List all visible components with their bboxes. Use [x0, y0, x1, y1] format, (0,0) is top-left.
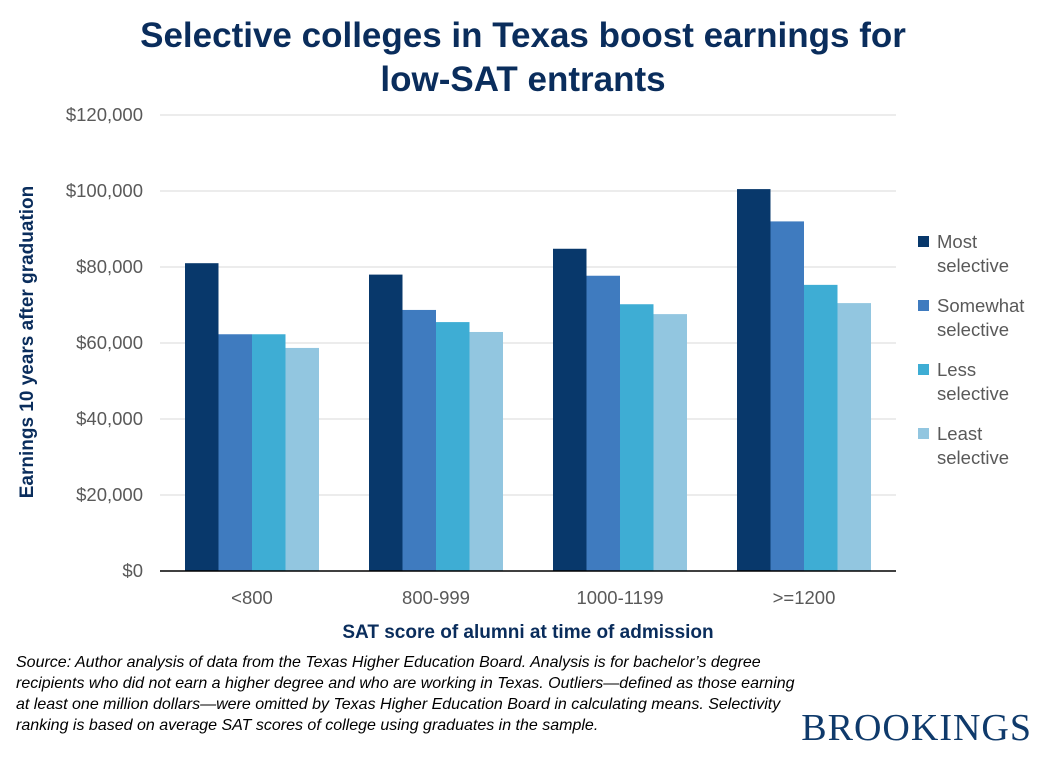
bar: [837, 303, 871, 571]
bar: [469, 331, 503, 571]
chart-legend: Most selective Somewhat selective Less s…: [918, 230, 1046, 486]
bar: [804, 284, 838, 571]
legend-item-least-selective: Least selective: [918, 422, 1046, 486]
bar: [620, 304, 654, 571]
x-tick-label: >=1200: [773, 587, 836, 608]
y-tick-label: $100,000: [66, 180, 143, 201]
bar: [402, 309, 436, 571]
legend-swatch-least-selective: [918, 428, 929, 439]
x-tick-label: 800-999: [402, 587, 470, 608]
bar: [285, 347, 319, 571]
bar: [369, 274, 403, 571]
y-tick-label: $80,000: [76, 256, 143, 277]
bar: [653, 314, 687, 571]
y-tick-label: $0: [122, 560, 143, 581]
y-tick-label: $120,000: [66, 104, 143, 125]
legend-swatch-less-selective: [918, 364, 929, 375]
bar: [586, 275, 620, 571]
chart-title-line-1: Selective colleges in Texas boost earnin…: [140, 16, 906, 55]
x-tick-label: 1000-1199: [576, 587, 663, 608]
y-tick-label: $40,000: [76, 408, 143, 429]
legend-label-less-selective: Less selective: [937, 359, 1009, 404]
bar: [252, 334, 286, 571]
y-tick-label: $20,000: [76, 484, 143, 505]
bar: [553, 248, 587, 571]
bar: [436, 322, 470, 571]
legend-item-most-selective: Most selective: [918, 230, 1046, 294]
brookings-logo: BROOKINGS: [801, 707, 1032, 749]
legend-label-least-selective: Least selective: [937, 423, 1009, 468]
x-axis-title: SAT score of alumni at time of admission: [342, 622, 713, 643]
chart-title: Selective colleges in Texas boost earnin…: [0, 14, 1046, 102]
y-tick-label: $60,000: [76, 332, 143, 353]
legend-label-most-selective: Most selective: [937, 231, 1009, 276]
legend-item-somewhat-selective: Somewhat selective: [918, 294, 1046, 358]
chart-title-line-2: low-SAT entrants: [380, 60, 666, 99]
bar: [737, 189, 771, 571]
bar: [218, 334, 252, 571]
bar: [185, 263, 219, 571]
x-tick-label: <800: [231, 587, 273, 608]
source-note: Source: Author analysis of data from the…: [16, 654, 795, 734]
legend-swatch-most-selective: [918, 236, 929, 247]
legend-swatch-somewhat-selective: [918, 300, 929, 311]
bar: [770, 221, 804, 571]
legend-item-less-selective: Less selective: [918, 358, 1046, 422]
legend-label-somewhat-selective: Somewhat selective: [937, 295, 1025, 340]
y-axis-title: Earnings 10 years after graduation: [17, 186, 38, 499]
